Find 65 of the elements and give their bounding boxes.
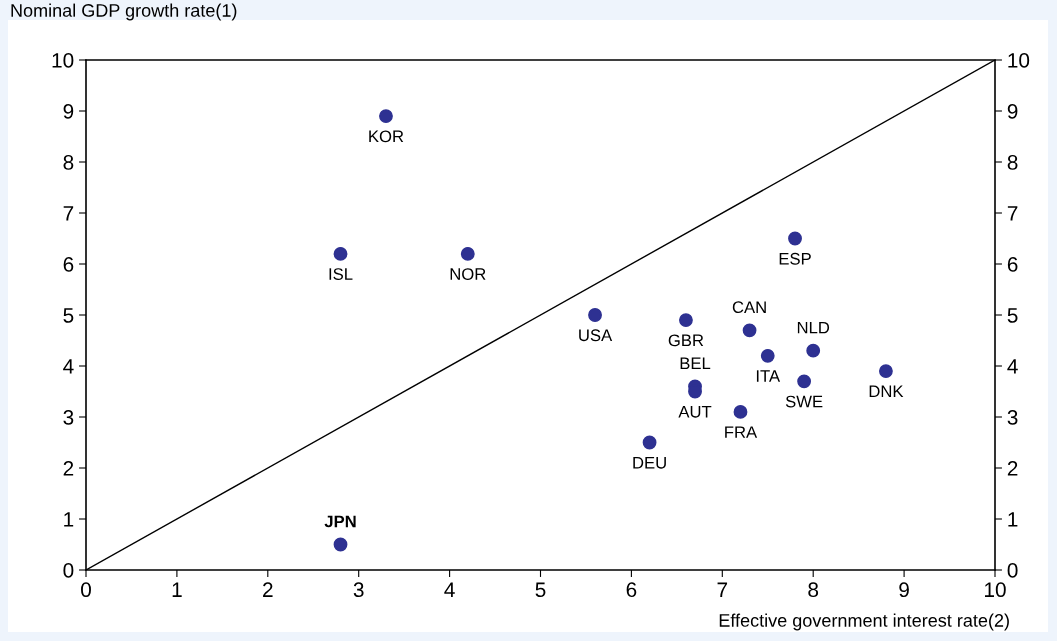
annotation: SWE	[785, 395, 823, 408]
annotation: GBR	[668, 334, 704, 347]
annotation: JPN	[324, 515, 356, 528]
y2-tick-label: 2	[1007, 461, 1018, 476]
annotation: FRA	[725, 426, 758, 438]
x-tick-label: 5	[535, 582, 546, 598]
x-axis-title: Effective government interest rate(2)	[719, 613, 1009, 631]
point	[733, 404, 748, 419]
point	[742, 323, 757, 338]
x-tick-label: 7	[717, 582, 728, 597]
y-tick-label: 0	[63, 563, 74, 578]
x-tick-label: 2	[263, 582, 273, 597]
x-tick-label: 3	[353, 582, 364, 598]
annotation: KOR	[369, 130, 404, 143]
x-tick-label: 8	[808, 582, 819, 598]
annotation: USA	[579, 329, 613, 342]
annotation: ITA	[756, 370, 781, 382]
point	[797, 374, 812, 389]
point	[788, 231, 802, 246]
annotation: CAN	[732, 301, 766, 314]
annotation: AUT	[678, 406, 712, 418]
point	[642, 435, 657, 450]
y-axis-title: Nominal GDP growth rate(1)	[11, 3, 237, 21]
y-tick-label: 10	[52, 53, 74, 68]
point	[588, 308, 602, 322]
y2-tick-label: 7	[1007, 206, 1018, 221]
x-tick-label: 1	[172, 582, 182, 597]
y-tick-label: 1	[64, 512, 74, 527]
y-tick-label: 7	[63, 206, 74, 221]
point	[806, 343, 821, 358]
y2-tick-label: 4	[1007, 359, 1018, 374]
y2-tick-label: 3	[1007, 410, 1018, 425]
y-tick-label: 2	[63, 461, 74, 476]
annotation: NLD	[797, 321, 830, 334]
y2-tick-label: 9	[1007, 104, 1018, 119]
point	[760, 348, 775, 363]
y2-tick-label: 1	[1008, 512, 1018, 527]
annotation: BEL	[680, 357, 711, 370]
y-tick-label: 3	[63, 410, 74, 425]
y-tick-label: 6	[63, 257, 74, 272]
point	[879, 364, 893, 379]
annotation: DNK	[869, 385, 904, 398]
y-tick-label: 4	[63, 359, 74, 374]
y-tick-label: 9	[63, 104, 74, 119]
y2-tick-label: 0	[1007, 563, 1018, 578]
annotation: ESP	[779, 252, 811, 265]
x-tick-label: 6	[626, 582, 637, 598]
y2-tick-label: 6	[1007, 257, 1018, 272]
x-tick-label: 4	[444, 582, 455, 597]
y2-tick-label: 8	[1007, 155, 1018, 170]
x-tick-label: 0	[81, 582, 91, 598]
annotation: NOR	[450, 268, 486, 280]
y-tick-label: 5	[63, 308, 74, 323]
point	[679, 313, 693, 328]
point	[379, 109, 393, 124]
x-tick-label: 9	[899, 582, 909, 598]
annotation: ISL	[329, 268, 353, 280]
x-tick-label: 10	[985, 582, 1006, 598]
y-tick-label: 8	[63, 155, 74, 170]
y2-tick-label: 5	[1007, 308, 1018, 323]
y2-tick-label: 10	[1008, 53, 1030, 68]
point	[333, 537, 348, 552]
point	[460, 246, 475, 261]
annotation: DEU	[633, 457, 666, 469]
point	[333, 246, 348, 261]
